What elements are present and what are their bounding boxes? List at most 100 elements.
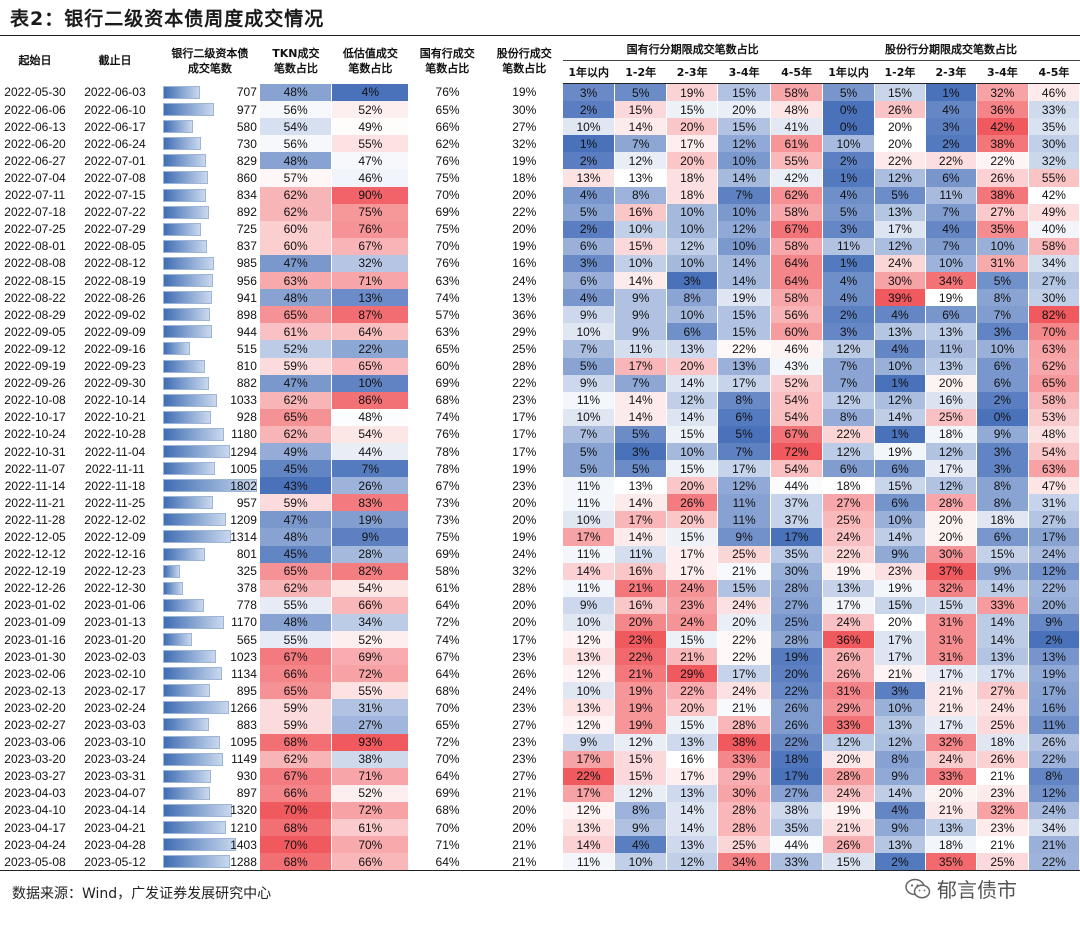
state-term-2-cell: 21% (666, 648, 719, 666)
start-date-cell: 2022-12-12 (4, 547, 66, 562)
joint-term-2-cell: 21% (925, 682, 977, 700)
trade-count-cell: 1005 (160, 460, 260, 477)
joint-term-2-cell: 7% (925, 203, 977, 221)
trade-count-value: 1134 (231, 666, 257, 681)
joint-term-0-cell: 3% (822, 323, 875, 341)
low-valuation-share-cell: 72% (331, 801, 410, 820)
low-valuation-share-cell: 71% (331, 272, 410, 290)
state-term-3-cell: 21% (717, 699, 772, 717)
joint-term-2-cell: 32% (925, 733, 977, 751)
trade-count-cell: 1170 (160, 614, 260, 631)
trade-count-bar (162, 650, 217, 664)
trade-count-bar (162, 256, 215, 270)
state-term-0-cell: 9% (562, 596, 616, 614)
state-bank-share-cell: 64% (435, 769, 460, 784)
trade-count-cell: 730 (160, 135, 260, 152)
state-bank-share-cell: 63% (435, 273, 460, 288)
trade-count-value: 882 (236, 376, 257, 391)
state-bank-share-cell: 74% (435, 290, 460, 305)
low-valuation-share-cell: 70% (331, 836, 410, 854)
trade-count-value: 325 (236, 564, 257, 579)
joint-term-0-cell: 7% (822, 374, 875, 392)
state-term-0-cell: 6% (562, 237, 616, 255)
state-term-0-cell: 2% (562, 152, 616, 170)
header-low: 低估值成交笔数占比 (342, 46, 398, 75)
state-term-2-cell: 26% (666, 494, 719, 512)
joint-term-1-cell: 15% (874, 83, 926, 102)
low-valuation-share-cell: 31% (331, 699, 410, 717)
state-bank-share-cell: 63% (435, 324, 460, 339)
state-term-2-cell: 15% (666, 101, 719, 119)
state-bank-share-cell: 76% (435, 153, 460, 168)
tkn-share-cell: 47% (259, 254, 333, 273)
joint-term-4-cell: 63% (1028, 340, 1080, 358)
state-term-2-cell: 15% (666, 631, 719, 649)
trade-count-cell: 883 (160, 716, 260, 733)
start-date-cell: 2022-10-24 (4, 427, 66, 442)
state-bank-share-cell: 67% (435, 649, 460, 664)
low-valuation-share-cell: 66% (331, 853, 410, 872)
end-date-cell: 2022-12-16 (84, 547, 146, 562)
end-date-cell: 2023-02-17 (84, 683, 146, 698)
state-term-0-cell: 10% (562, 682, 616, 700)
state-term-0-cell: 5% (562, 357, 616, 375)
header-start: 起始日 (18, 54, 52, 68)
trade-count-value: 1320 (230, 803, 257, 818)
joint-bank-share-cell: 20% (512, 615, 537, 630)
table-row: 2022-07-18 2022-07-22 892 62% 75% 69% 22% 5% 16%… (0, 203, 1080, 221)
state-term-3-cell: 15% (717, 83, 772, 102)
state-term-3-cell: 38% (717, 733, 772, 751)
trade-count-cell: 1210 (160, 819, 260, 836)
state-term-2-cell: 10% (666, 442, 719, 461)
state-term-1-cell: 9% (614, 306, 668, 324)
joint-term-0-cell: 24% (822, 613, 875, 631)
tkn-share-cell: 60% (259, 220, 333, 238)
state-term-0-cell: 17% (562, 528, 616, 546)
state-term-3-cell: 30% (717, 784, 772, 802)
joint-term-0-cell: 26% (822, 648, 875, 666)
joint-term-3-cell: 6% (976, 357, 1029, 375)
joint-term-3-cell: 3% (976, 442, 1029, 461)
joint-term-4-cell: 13% (1028, 648, 1080, 666)
joint-term-0-cell: 2% (822, 152, 875, 170)
trade-count-value: 580 (236, 119, 257, 134)
table-row: 2022-12-05 2022-12-09 1314 48% 9% 75% 19% 17% 14… (0, 528, 1080, 546)
tkn-share-cell: 65% (259, 682, 333, 700)
trade-count-value: 928 (236, 410, 257, 425)
state-bank-share-cell: 75% (435, 529, 460, 544)
term-header: 4-5年 (770, 60, 823, 84)
table-row: 2023-02-06 2023-02-10 1134 66% 72% 64% 26% 12% 2… (0, 665, 1080, 683)
state-bank-share-cell: 68% (435, 683, 460, 698)
joint-term-1-cell: 14% (874, 408, 926, 426)
state-term-1-cell: 9% (614, 289, 668, 307)
joint-term-2-cell: 7% (925, 237, 977, 255)
tkn-share-cell: 65% (259, 408, 333, 426)
joint-bank-share-cell: 20% (512, 188, 537, 203)
start-date-cell: 2023-02-13 (4, 683, 66, 698)
state-term-1-cell: 14% (614, 391, 668, 409)
joint-term-1-cell: 15% (874, 477, 926, 495)
trade-count-bar (162, 667, 223, 681)
joint-bank-share-cell: 20% (512, 222, 537, 237)
joint-bank-share-cell: 20% (512, 495, 537, 510)
state-term-2-cell: 29% (666, 665, 719, 683)
joint-bank-share-cell: 20% (512, 820, 537, 835)
term-header: 3-4年 (976, 60, 1029, 84)
state-term-3-cell: 22% (717, 648, 772, 666)
state-term-1-cell: 7% (614, 374, 668, 392)
joint-term-2-cell: 2% (925, 135, 977, 153)
state-term-1-cell: 7% (614, 135, 668, 153)
state-term-2-cell: 13% (666, 340, 719, 358)
start-date-cell: 2022-12-19 (4, 564, 66, 579)
trade-count-bar (162, 718, 209, 732)
joint-term-3-cell: 27% (976, 203, 1029, 221)
joint-term-2-cell: 4% (925, 220, 977, 238)
state-term-2-cell: 13% (666, 733, 719, 751)
state-bank-share-cell: 68% (435, 393, 460, 408)
joint-term-2-cell: 30% (925, 545, 977, 563)
joint-term-3-cell: 24% (976, 699, 1029, 717)
start-date-cell: 2023-02-20 (4, 700, 66, 715)
start-date-cell: 2023-01-09 (4, 615, 66, 630)
start-date-cell: 2022-11-21 (4, 495, 66, 510)
table-row: 2023-02-20 2023-02-24 1266 59% 31% 70% 23% 13% 1… (0, 699, 1080, 717)
